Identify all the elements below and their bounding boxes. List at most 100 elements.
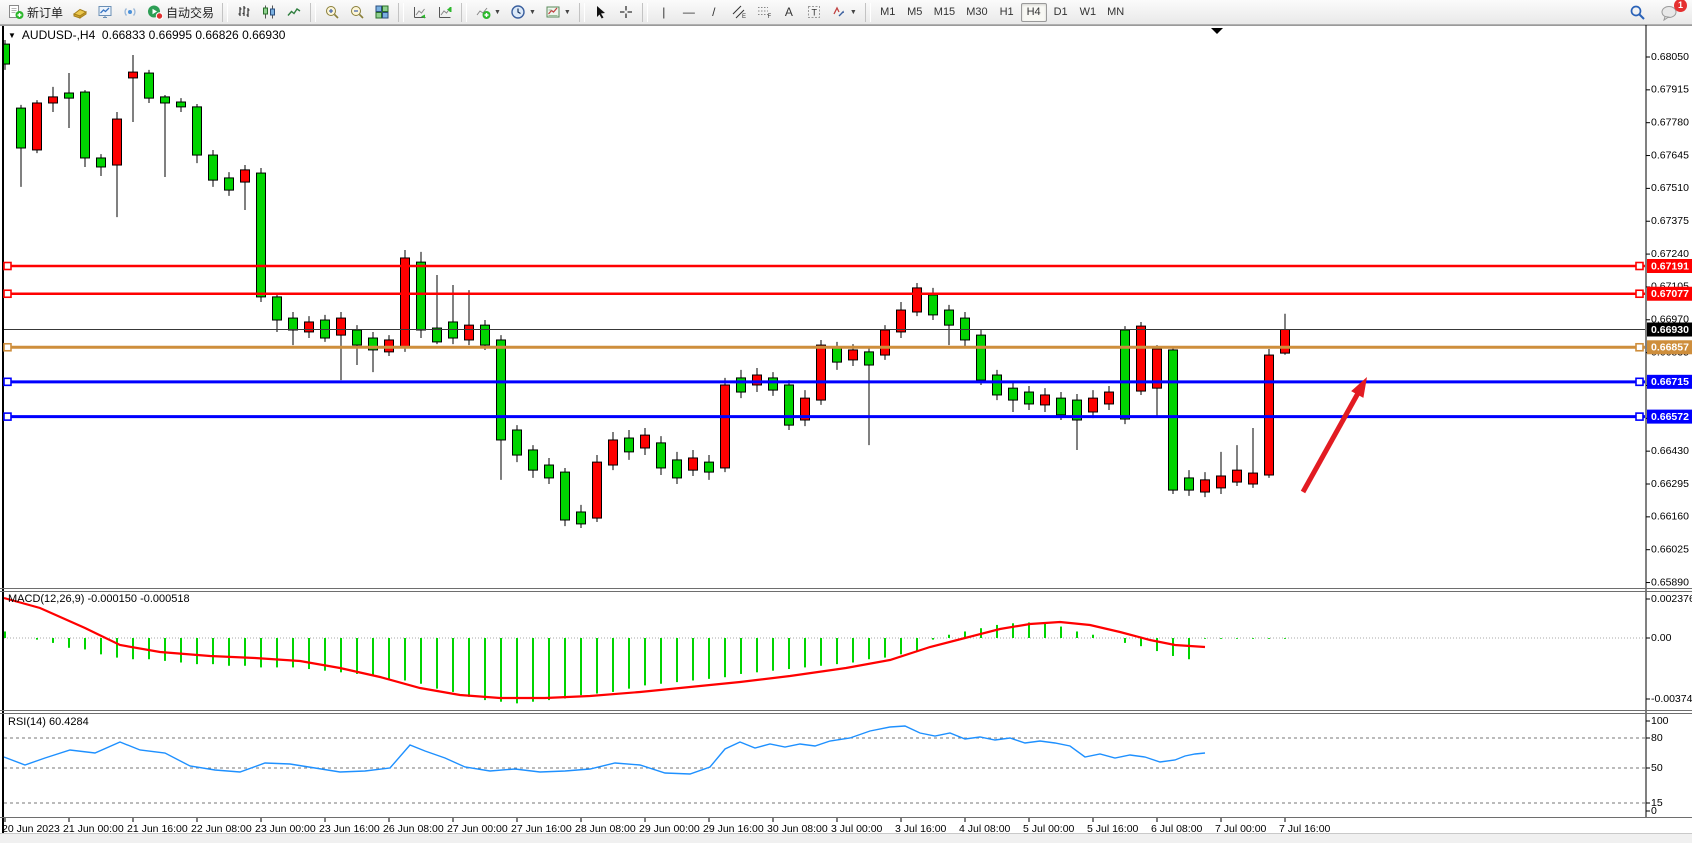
price-tick-label: 0.67510 xyxy=(1651,182,1689,194)
candle xyxy=(64,92,74,99)
arrows-icon xyxy=(833,6,844,17)
candle xyxy=(1168,349,1178,491)
zoom-in-button[interactable] xyxy=(320,2,344,23)
line-chart-button[interactable] xyxy=(282,2,306,23)
candle xyxy=(592,461,602,519)
candle xyxy=(752,374,762,386)
search-icon xyxy=(1630,5,1645,20)
candle xyxy=(1248,472,1258,485)
fibonacci-tool[interactable]: F xyxy=(752,2,776,23)
rsi-label: RSI(14) 60.4284 xyxy=(8,716,89,728)
chart-shift-button[interactable] xyxy=(433,2,457,23)
text-icon: A xyxy=(784,5,793,19)
text-label-tool[interactable]: T xyxy=(802,2,826,23)
hline-handle[interactable] xyxy=(1635,377,1644,387)
cursor-button[interactable] xyxy=(589,2,613,23)
time-label: 7 Jul 16:00 xyxy=(1279,823,1331,833)
arrows-tool[interactable]: ▼ xyxy=(827,2,861,23)
auto-scroll-button[interactable] xyxy=(408,2,432,23)
hline-handle[interactable] xyxy=(3,261,12,271)
candle xyxy=(864,351,874,366)
notifications-button[interactable]: 1 xyxy=(1656,0,1687,23)
candle xyxy=(128,71,138,79)
svg-text:0.66930: 0.66930 xyxy=(1651,324,1689,336)
candle xyxy=(1136,325,1146,392)
hline-handle[interactable] xyxy=(1635,342,1644,352)
svg-text:0.66572: 0.66572 xyxy=(1651,411,1689,423)
trendline-tool[interactable]: / xyxy=(702,2,726,23)
trend-arrow[interactable] xyxy=(1300,377,1367,494)
autotrading-button[interactable]: 自动交易 xyxy=(143,2,218,23)
rsi-level-label: 50 xyxy=(1651,762,1663,774)
zoom-in-icon xyxy=(326,6,339,19)
timeframe-MN[interactable]: MN xyxy=(1102,3,1129,22)
candle xyxy=(912,287,922,313)
candle xyxy=(288,317,298,331)
status-bar xyxy=(0,833,1692,843)
bar-chart-button[interactable] xyxy=(232,2,256,23)
candle xyxy=(1072,399,1082,421)
hline-0.66857[interactable] xyxy=(3,342,1645,352)
crosshair-button[interactable] xyxy=(614,2,638,23)
hline-handle[interactable] xyxy=(1635,412,1644,421)
search-button[interactable] xyxy=(1625,2,1650,23)
templates-button[interactable]: ▼ xyxy=(541,2,575,23)
timeframe-D1[interactable]: D1 xyxy=(1048,3,1074,22)
candle xyxy=(416,261,426,331)
hline-0.66572[interactable] xyxy=(3,412,1645,421)
time-label: 21 Jun 00:00 xyxy=(63,823,124,833)
chart-profile-button[interactable] xyxy=(68,2,92,23)
candlestick-series xyxy=(4,39,1290,529)
candle xyxy=(144,72,154,99)
candle xyxy=(1056,397,1066,416)
auto-scroll-icon xyxy=(414,7,426,19)
price-axis[interactable]: 0.68050 0.67915 0.67780 0.67645 0.67510 0.673… xyxy=(1645,25,1692,817)
timeframe-H4[interactable]: H4 xyxy=(1020,2,1047,22)
candle xyxy=(720,384,730,469)
crosshair-icon xyxy=(619,6,632,18)
svg-text:0.66715: 0.66715 xyxy=(1651,376,1689,388)
timeframe-M5[interactable]: M5 xyxy=(902,3,928,22)
hline-0.67191[interactable] xyxy=(3,261,1645,271)
candle xyxy=(1216,475,1226,489)
timeframe-M15[interactable]: M15 xyxy=(929,3,960,22)
new-order-icon xyxy=(9,5,24,19)
market-watch-button[interactable] xyxy=(93,2,117,23)
main-toolbar: 新订单 自动交易 xyxy=(0,0,1692,25)
periods-button[interactable]: ▼ xyxy=(506,2,540,23)
candle xyxy=(480,324,490,346)
hline-handle[interactable] xyxy=(3,342,12,352)
time-axis[interactable]: 20 Jun 2023 21 Jun 00:00 21 Jun 16:00 22 Ju… xyxy=(2,818,1331,835)
new-order-button[interactable]: 新订单 xyxy=(4,2,67,23)
timeframe-M30[interactable]: M30 xyxy=(961,3,992,22)
price-tick-label: 0.66295 xyxy=(1651,478,1689,490)
hline-handle[interactable] xyxy=(3,289,12,299)
hline-handle[interactable] xyxy=(1635,289,1644,299)
horizontal-line-tool[interactable]: — xyxy=(677,2,701,23)
hline-handle[interactable] xyxy=(1635,261,1644,271)
hline-handle[interactable] xyxy=(3,412,12,421)
time-label: 23 Jun 00:00 xyxy=(255,823,316,833)
signals-button[interactable] xyxy=(118,2,142,23)
price-tag-0.66715: 0.66715 xyxy=(1647,374,1692,389)
candlestick-button[interactable] xyxy=(257,2,281,23)
hline-0.67077[interactable] xyxy=(3,289,1645,299)
hline-0.66715[interactable] xyxy=(3,377,1645,387)
collapse-chart-icon[interactable]: ▼ xyxy=(8,31,16,40)
market-watch-icon xyxy=(98,6,112,18)
time-label: 20 Jun 2023 xyxy=(2,823,60,833)
timeframe-W1[interactable]: W1 xyxy=(1075,3,1102,22)
tile-windows-button[interactable] xyxy=(370,2,394,23)
zoom-out-button[interactable] xyxy=(345,2,369,23)
hline-handle[interactable] xyxy=(3,377,12,387)
chart-shift-marker[interactable] xyxy=(1211,28,1223,34)
vertical-line-tool[interactable]: | xyxy=(652,2,676,23)
equidistant-channel-tool[interactable]: E xyxy=(727,2,751,23)
rsi-level-label: 0 xyxy=(1651,805,1657,817)
timeframe-H1[interactable]: H1 xyxy=(994,3,1020,22)
svg-text:0.66857: 0.66857 xyxy=(1651,342,1689,354)
timeframe-M1[interactable]: M1 xyxy=(875,3,901,22)
text-tool[interactable]: A xyxy=(777,2,801,23)
indicators-button[interactable]: ▼ xyxy=(471,2,505,23)
